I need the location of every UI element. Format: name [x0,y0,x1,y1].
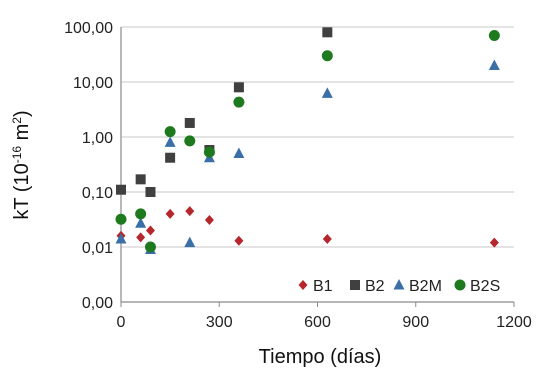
data-point-b1 [136,232,146,243]
data-point-b1 [322,233,332,244]
x-tick-label: 0 [117,314,126,331]
x-tick-label: 600 [304,314,331,331]
data-point-b2 [116,184,126,195]
y-tick-label: 0,10 [82,185,113,202]
data-point-b2s [144,241,156,253]
data-point-b2s [164,126,176,138]
data-point-b1 [489,237,499,248]
data-point-b2s [135,208,147,220]
x-tick-label: 1200 [496,314,532,331]
data-point-b1 [234,235,244,246]
data-point-b2s [115,213,127,225]
y-tick-label: 1,00 [82,130,113,147]
data-point-b2s [233,96,245,108]
data-point-b2m [321,87,333,98]
y-axis-title-suffix: ) [11,110,33,117]
data-point-b1 [145,225,155,236]
data-point-b2 [233,82,244,93]
data-point-b1 [204,214,214,225]
legend-marker-b1 [298,280,308,290]
data-point-b2s [488,30,500,42]
legend-label-b2: B2 [365,278,385,295]
legend: B1 B2 B2M B2S [298,278,500,295]
data-point-b1 [185,206,195,217]
y-tick-label: 0,01 [82,240,113,257]
legend-label-b2m: B2M [409,278,442,295]
data-point-b2s [321,50,333,62]
y-axis-title: kT (10-16 m2) [10,110,33,219]
y-tick-label: 10,00 [73,75,113,92]
y-axis-title-mid: m [11,124,33,146]
data-point-b2m [135,217,147,228]
legend-marker-b2s [454,279,466,291]
y-axis-title-exp2: 2 [10,117,24,124]
data-point-b2m [164,136,176,147]
y-tick-label: 0,00 [82,295,113,312]
tick-labels: 0,00 0,01 0,10 1,00 10,00 100,00 0 300 600 900 120… [64,20,532,331]
data-point-b2 [184,117,195,128]
legend-marker-b2 [350,280,360,290]
grid-lines [121,26,514,248]
legend-marker-b2m [393,279,405,290]
y-axis-title-prefix: kT (10 [11,163,33,219]
data-point-b2 [135,174,146,185]
x-axis-title: Tiempo (días) [259,346,382,368]
y-tick-label: 100,00 [64,20,113,37]
x-tick-label: 900 [402,314,429,331]
data-point-b2 [322,27,333,38]
data-point-b2m [488,59,500,70]
data-point-b2 [145,187,156,197]
data-point-b2m [115,232,127,244]
legend-label-b1: B1 [313,278,333,295]
data-point-b1 [165,208,175,219]
data-point-b2s [203,146,215,158]
data-points [115,27,500,255]
x-tick-label: 300 [206,314,233,331]
y-axis-title-exp1: -16 [10,146,24,164]
axes [120,27,515,307]
data-point-b2 [165,152,176,163]
legend-label-b2s: B2S [470,278,500,295]
data-point-b2m [233,147,245,159]
data-point-b2s [184,135,196,147]
data-point-b2m [184,236,196,248]
